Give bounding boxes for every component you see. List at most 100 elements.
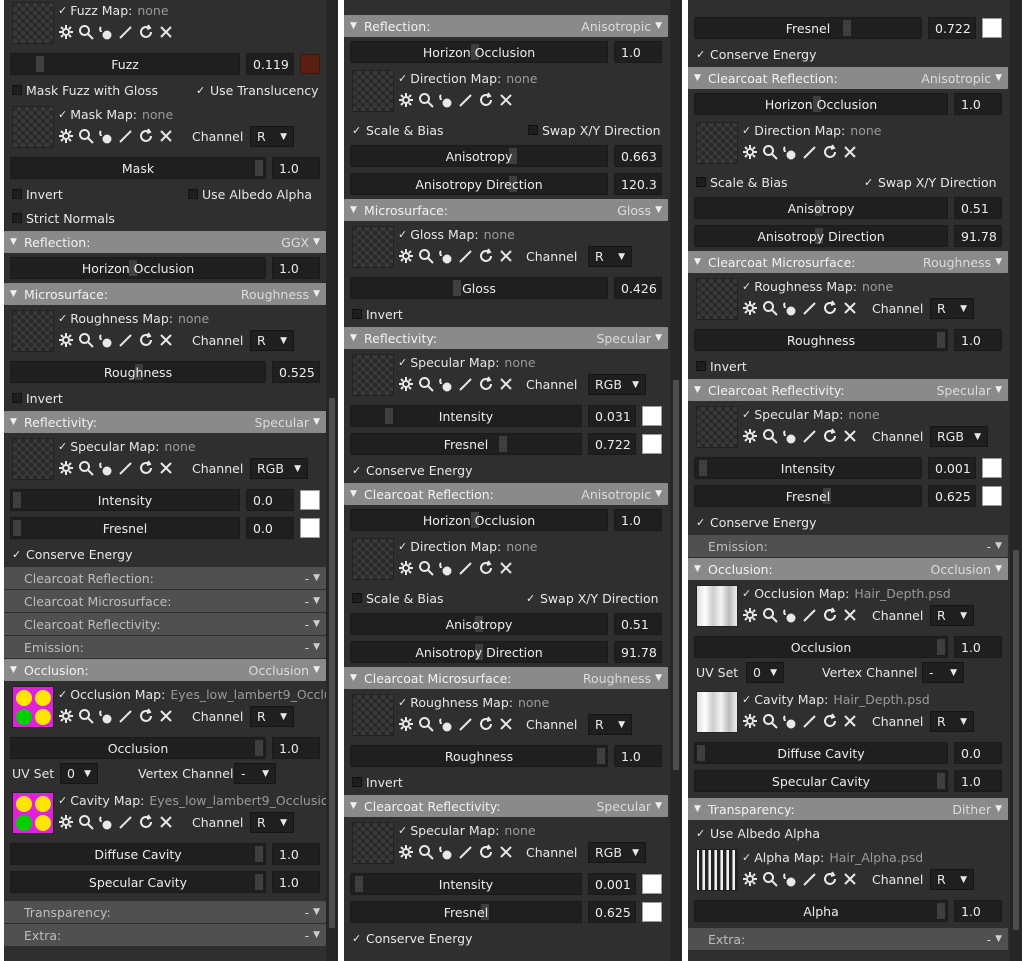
- swap-xy-checkbox[interactable]: Swap X/Y Direction: [528, 123, 661, 138]
- cc-intensity-slider[interactable]: Intensity: [350, 873, 582, 895]
- eyedropper-icon[interactable]: [438, 716, 454, 732]
- gear-icon[interactable]: [398, 376, 414, 392]
- close-icon[interactable]: [498, 716, 514, 732]
- brush-icon[interactable]: [802, 607, 818, 623]
- section-transparency[interactable]: Transparency: - ▼: [4, 901, 326, 923]
- horizon-value[interactable]: 1.0: [272, 257, 320, 279]
- channel-select[interactable]: R ▼: [588, 246, 632, 267]
- cc-horizon-slider[interactable]: Horizon Occlusion: [350, 509, 608, 531]
- section-reflectivity[interactable]: ▼ Reflectivity: Specular ▼: [4, 411, 326, 433]
- eyedropper-icon[interactable]: [438, 248, 454, 264]
- cc-conserve-energy-checkbox[interactable]: ✓ Conserve Energy: [352, 930, 473, 946]
- close-icon[interactable]: [498, 92, 514, 108]
- diffuse-cavity-slider[interactable]: Diffuse Cavity: [10, 843, 266, 865]
- invert-checkbox[interactable]: Invert: [12, 187, 63, 202]
- brush-icon[interactable]: [118, 24, 134, 40]
- cc-direction-map-thumbnail[interactable]: [352, 538, 394, 580]
- section-microsurface[interactable]: ▼ Microsurface: Roughness ▼: [4, 283, 326, 305]
- channel-select[interactable]: RGB ▼: [250, 458, 308, 479]
- refresh-icon[interactable]: [478, 844, 494, 860]
- fresnel-value[interactable]: 0.722: [588, 433, 636, 455]
- horizon-slider[interactable]: Horizon Occlusion: [350, 41, 608, 63]
- section-clearcoat-reflection[interactable]: ▼ Clearcoat Reflection: Anisotropic ▼: [688, 67, 1008, 89]
- roughness-value[interactable]: 1.0: [954, 329, 1002, 351]
- close-icon[interactable]: [498, 844, 514, 860]
- refresh-icon[interactable]: [822, 871, 838, 887]
- anisotropy-value[interactable]: 0.51: [954, 197, 1002, 219]
- eyedropper-icon[interactable]: [438, 560, 454, 576]
- diffuse-cavity-value[interactable]: 1.0: [272, 843, 320, 865]
- intensity-color-swatch[interactable]: [642, 406, 662, 426]
- channel-select[interactable]: R ▼: [930, 605, 974, 626]
- occlusion-map-thumbnail[interactable]: [696, 585, 738, 627]
- channel-select[interactable]: R ▼: [930, 711, 974, 732]
- refresh-icon[interactable]: [478, 92, 494, 108]
- uv-set-select[interactable]: 0 ▼: [746, 662, 784, 683]
- brush-icon[interactable]: [802, 300, 818, 316]
- eyedropper-icon[interactable]: [98, 24, 114, 40]
- diffuse-cavity-slider[interactable]: Diffuse Cavity: [694, 742, 948, 764]
- search-icon[interactable]: [762, 871, 778, 887]
- cc-roughness-value[interactable]: 1.0: [614, 745, 662, 767]
- brush-icon[interactable]: [458, 248, 474, 264]
- check-icon[interactable]: ✓: [58, 4, 68, 17]
- refresh-icon[interactable]: [478, 248, 494, 264]
- scrollbar[interactable]: [326, 0, 338, 961]
- cc-specular-map-thumbnail[interactable]: [352, 822, 394, 864]
- horizon-slider[interactable]: Horizon Occlusion: [10, 257, 266, 279]
- alpha-value[interactable]: 1.0: [954, 900, 1002, 922]
- search-icon[interactable]: [762, 713, 778, 729]
- gear-icon[interactable]: [742, 871, 758, 887]
- specular-cavity-value[interactable]: 1.0: [272, 871, 320, 893]
- cc-anisotropy-slider[interactable]: Anisotropy: [350, 613, 608, 635]
- section-clearcoat-reflection[interactable]: Clearcoat Reflection: - ▼: [4, 567, 326, 589]
- intensity-color-swatch[interactable]: [300, 490, 320, 510]
- specular-cavity-value[interactable]: 1.0: [954, 770, 1002, 792]
- gear-icon[interactable]: [398, 844, 414, 860]
- roughness-slider[interactable]: Roughness: [10, 361, 266, 383]
- mask-value[interactable]: 1.0: [272, 157, 320, 179]
- scrollbar[interactable]: [1010, 0, 1022, 961]
- fresnel-color-swatch[interactable]: [300, 518, 320, 538]
- conserve-energy-checkbox[interactable]: ✓ Conserve Energy: [696, 514, 817, 530]
- vertex-channel-select[interactable]: - ▼: [234, 763, 276, 784]
- section-occlusion[interactable]: ▼ Occlusion: Occlusion ▼: [688, 558, 1008, 580]
- cc-roughness-slider[interactable]: Roughness: [350, 745, 608, 767]
- roughness-value[interactable]: 0.525: [272, 361, 320, 383]
- gear-icon[interactable]: [742, 607, 758, 623]
- scale-bias-checkbox[interactable]: Scale & Bias: [696, 175, 788, 190]
- fresnel-value[interactable]: 0.0: [246, 517, 294, 539]
- direction-map-thumbnail[interactable]: [352, 70, 394, 112]
- roughness-slider[interactable]: Roughness: [694, 329, 948, 351]
- refresh-icon[interactable]: [822, 713, 838, 729]
- search-icon[interactable]: [78, 24, 94, 40]
- fresnel-slider[interactable]: Fresnel: [350, 433, 582, 455]
- close-icon[interactable]: [158, 814, 174, 830]
- anisotropy-direction-value[interactable]: 91.78: [954, 225, 1002, 247]
- search-icon[interactable]: [78, 708, 94, 724]
- brush-icon[interactable]: [458, 844, 474, 860]
- anisotropy-direction-slider[interactable]: Anisotropy Direction: [350, 173, 608, 195]
- intensity-value[interactable]: 0.001: [928, 457, 976, 479]
- gear-icon[interactable]: [58, 128, 74, 144]
- brush-icon[interactable]: [458, 560, 474, 576]
- roughness-map-thumbnail[interactable]: [696, 278, 738, 320]
- scale-bias-checkbox[interactable]: ✓ Scale & Bias: [352, 122, 444, 138]
- cc-anisotropy-direction-slider[interactable]: Anisotropy Direction: [350, 641, 608, 663]
- close-icon[interactable]: [498, 560, 514, 576]
- anisotropy-slider[interactable]: Anisotropy: [694, 197, 948, 219]
- specular-map-thumbnail[interactable]: [352, 354, 394, 396]
- channel-select[interactable]: R ▼: [250, 812, 294, 833]
- alpha-slider[interactable]: Alpha: [694, 900, 948, 922]
- eyedropper-icon[interactable]: [98, 128, 114, 144]
- section-reflection[interactable]: ▼ Reflection: Anisotropic ▼: [344, 15, 668, 37]
- eyedropper-icon[interactable]: [782, 713, 798, 729]
- cc-horizon-value[interactable]: 1.0: [614, 509, 662, 531]
- vertex-channel-select[interactable]: - ▼: [922, 662, 964, 683]
- search-icon[interactable]: [762, 300, 778, 316]
- channel-select[interactable]: R ▼: [250, 330, 294, 351]
- gear-icon[interactable]: [58, 814, 74, 830]
- swap-xy-checkbox[interactable]: ✓ Swap X/Y Direction: [864, 174, 997, 190]
- section-clearcoat-reflectivity[interactable]: ▼ Clearcoat Reflectivity: Specular ▼: [344, 795, 668, 817]
- fresnel-slider[interactable]: Fresnel: [10, 517, 240, 539]
